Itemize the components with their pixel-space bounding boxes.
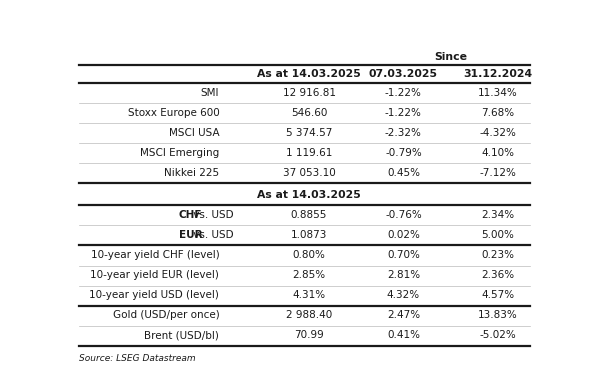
Text: As at 14.03.2025: As at 14.03.2025: [257, 69, 361, 79]
Text: 4.32%: 4.32%: [387, 290, 420, 300]
Text: -0.76%: -0.76%: [385, 210, 422, 220]
Text: 5 374.57: 5 374.57: [286, 128, 332, 138]
Text: vs. USD: vs. USD: [190, 210, 233, 220]
Text: Gold (USD/per once): Gold (USD/per once): [112, 310, 219, 320]
Text: Stoxx Europe 600: Stoxx Europe 600: [128, 108, 219, 118]
Text: 70.99: 70.99: [294, 330, 324, 340]
Text: 546.60: 546.60: [291, 108, 327, 118]
Text: 2.36%: 2.36%: [481, 270, 514, 280]
Text: 10-year yield EUR (level): 10-year yield EUR (level): [90, 270, 219, 280]
Text: 0.80%: 0.80%: [293, 250, 326, 260]
Text: 1.0873: 1.0873: [291, 230, 327, 240]
Text: 07.03.2025: 07.03.2025: [369, 69, 438, 79]
Text: As at 14.03.2025: As at 14.03.2025: [257, 189, 361, 200]
Text: Since: Since: [434, 52, 467, 62]
Text: 10-year yield CHF (level): 10-year yield CHF (level): [90, 250, 219, 260]
Text: 0.23%: 0.23%: [481, 250, 514, 260]
Text: 37 053.10: 37 053.10: [283, 168, 336, 178]
Text: 2.85%: 2.85%: [292, 270, 326, 280]
Text: 2.47%: 2.47%: [387, 310, 420, 320]
Text: 7.68%: 7.68%: [481, 108, 514, 118]
Text: 4.10%: 4.10%: [481, 148, 514, 158]
Text: 31.12.2024: 31.12.2024: [463, 69, 532, 79]
Text: MSCI USA: MSCI USA: [169, 128, 219, 138]
Text: 1 119.61: 1 119.61: [286, 148, 332, 158]
Text: EUR: EUR: [179, 230, 203, 240]
Text: -4.32%: -4.32%: [479, 128, 516, 138]
Text: 2.34%: 2.34%: [481, 210, 514, 220]
Text: CHF: CHF: [179, 210, 202, 220]
Text: vs. USD: vs. USD: [190, 230, 233, 240]
Text: 0.8855: 0.8855: [291, 210, 327, 220]
Text: Brent (USD/bl): Brent (USD/bl): [144, 330, 219, 340]
Text: -2.32%: -2.32%: [385, 128, 422, 138]
Text: 10-year yield USD (level): 10-year yield USD (level): [89, 290, 219, 300]
Text: -0.79%: -0.79%: [385, 148, 422, 158]
Text: SMI: SMI: [201, 88, 219, 98]
Text: 2 988.40: 2 988.40: [286, 310, 332, 320]
Text: 12 916.81: 12 916.81: [283, 88, 336, 98]
Text: -7.12%: -7.12%: [479, 168, 516, 178]
Text: 0.02%: 0.02%: [387, 230, 420, 240]
Text: 0.70%: 0.70%: [387, 250, 420, 260]
Text: 2.81%: 2.81%: [387, 270, 420, 280]
Text: 4.31%: 4.31%: [292, 290, 326, 300]
Text: 4.57%: 4.57%: [481, 290, 514, 300]
Text: -5.02%: -5.02%: [479, 330, 516, 340]
Text: -1.22%: -1.22%: [385, 108, 422, 118]
Text: Nikkei 225: Nikkei 225: [164, 168, 219, 178]
Text: 0.45%: 0.45%: [387, 168, 420, 178]
Text: -1.22%: -1.22%: [385, 88, 422, 98]
Text: MSCI Emerging: MSCI Emerging: [140, 148, 219, 158]
Text: 11.34%: 11.34%: [478, 88, 517, 98]
Text: Source: LSEG Datastream: Source: LSEG Datastream: [79, 354, 195, 363]
Text: 5.00%: 5.00%: [481, 230, 514, 240]
Text: 0.41%: 0.41%: [387, 330, 420, 340]
Text: 13.83%: 13.83%: [478, 310, 517, 320]
